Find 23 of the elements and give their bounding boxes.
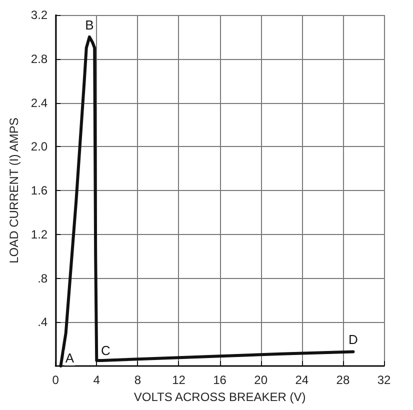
annotation: B	[85, 17, 94, 32]
x-tick-label: 4	[93, 373, 100, 387]
y-tick-label: 2.4	[30, 96, 48, 110]
x-axis-title: VOLTS ACROSS BREAKER (V)	[134, 390, 306, 404]
y-tick-label: .4	[38, 315, 48, 330]
x-tick-label: 24	[295, 373, 309, 387]
y-tick-label: 3.2	[30, 8, 48, 22]
y-tick-label: 2.8	[30, 52, 48, 66]
y-axis-title: LOAD CURRENT (I) AMPS	[7, 118, 21, 264]
y-tick-label: .8	[38, 271, 48, 286]
x-tick-label: 12	[172, 373, 186, 387]
y-tick-label: 1.2	[30, 227, 48, 242]
x-tick-label: 16	[213, 373, 227, 387]
y-tick-label: 2.0	[30, 140, 48, 154]
x-tick-label: 32	[377, 373, 391, 387]
annotation: A	[65, 350, 74, 366]
x-tick-label: 28	[336, 373, 350, 387]
annotation: D	[348, 332, 358, 348]
x-tick-label: 8	[134, 373, 142, 387]
x-tick-label: 20	[254, 373, 268, 387]
annotation: C	[100, 343, 110, 358]
y-tick-label: 1.6	[30, 184, 48, 198]
x-tick-label: 0	[52, 373, 60, 387]
